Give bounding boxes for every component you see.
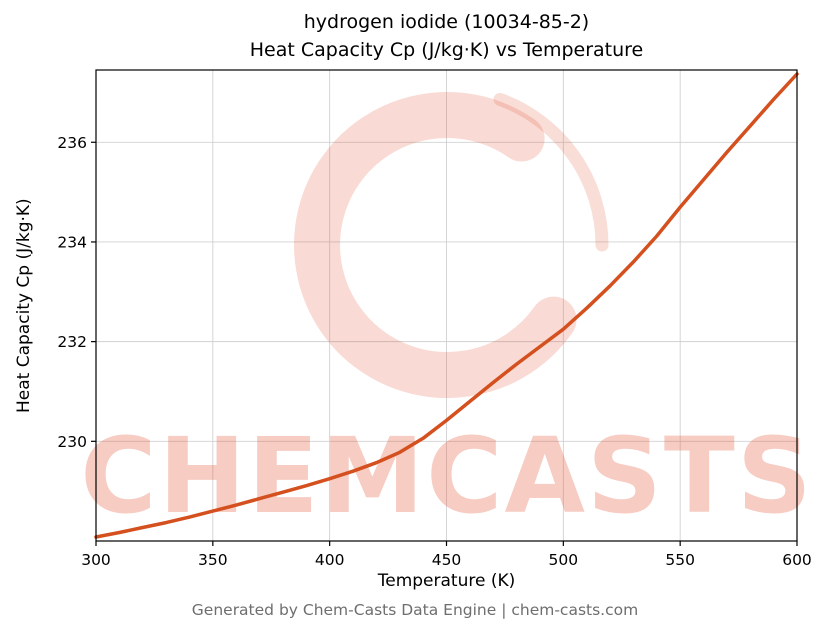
chemcasts-logo-watermark: CHEMCASTS — [80, 92, 813, 537]
x-tick-label: 450 — [432, 551, 462, 569]
axes: 300 350 400 450 500 550 600 230 232 234 236 — [57, 69, 812, 569]
watermark-text: CHEMCASTS — [80, 415, 813, 537]
x-tick-label: 500 — [549, 551, 579, 569]
x-tick-label: 600 — [782, 551, 812, 569]
x-tick-label: 350 — [198, 551, 228, 569]
y-tick-label: 236 — [57, 134, 87, 152]
chart-title-line1: hydrogen iodide (10034-85-2) — [303, 11, 590, 33]
x-axis-label: Temperature (K) — [377, 571, 516, 591]
cp-curve — [94, 72, 799, 539]
watermark-c-swirl-icon — [294, 92, 577, 398]
data-series — [94, 72, 799, 539]
x-tick-label: 400 — [315, 551, 345, 569]
x-tick-label: 550 — [665, 551, 695, 569]
watermark-c-tail-icon — [493, 92, 609, 252]
x-tick-label: 300 — [81, 551, 111, 569]
y-tick-label: 230 — [57, 433, 87, 451]
footer-credit: Generated by Chem-Casts Data Engine | ch… — [191, 601, 639, 619]
y-tick-label: 232 — [57, 333, 87, 351]
y-tick-label: 234 — [57, 233, 87, 251]
chart-title-line2: Heat Capacity Cp (J/kg·K) vs Temperature — [249, 39, 644, 61]
